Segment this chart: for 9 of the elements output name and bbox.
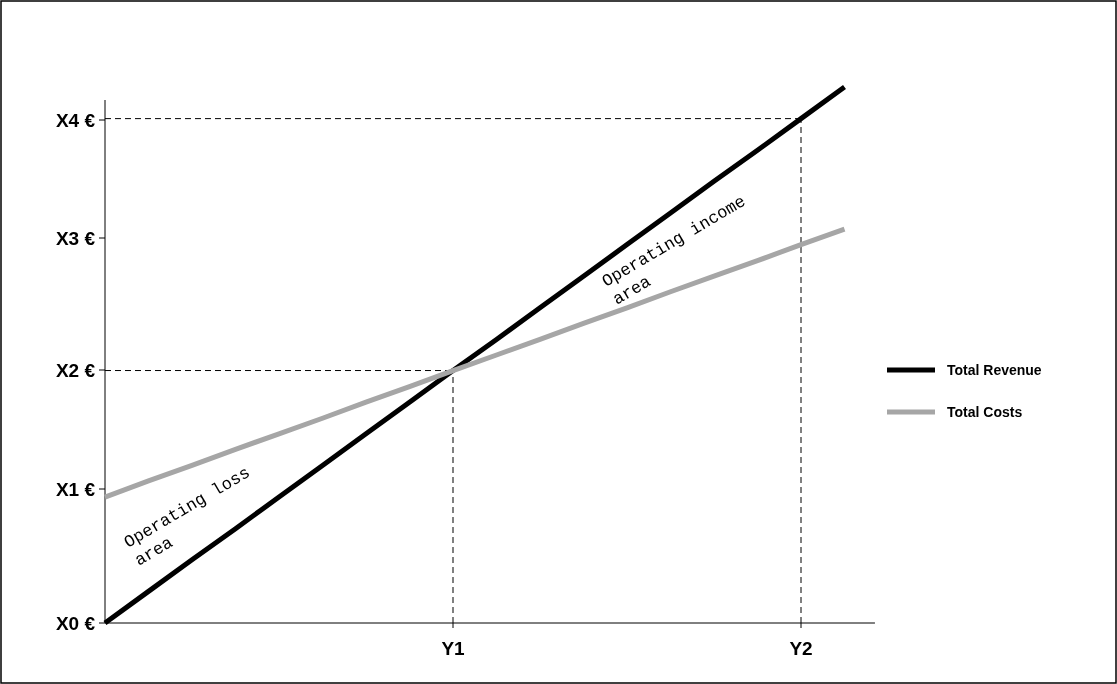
text: X3 €	[55, 227, 96, 249]
x-tick-label: Y1	[441, 638, 466, 659]
legend-label: Total Costs	[947, 403, 1023, 420]
text: X2 €	[55, 359, 96, 381]
text: X1 €	[55, 478, 96, 500]
text: X4 €	[55, 109, 96, 131]
legend-label: Total Revenue	[947, 361, 1042, 378]
x-tick-label: Y2	[789, 638, 813, 659]
text: X0 €	[55, 612, 96, 634]
